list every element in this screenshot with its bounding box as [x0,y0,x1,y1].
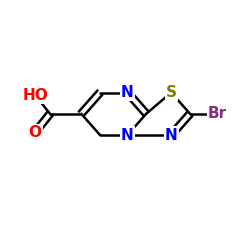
Text: HO: HO [22,88,48,102]
Text: N: N [121,128,134,142]
Text: N: N [121,85,134,100]
Text: S: S [166,85,177,100]
Text: N: N [165,128,177,142]
Text: Br: Br [208,106,227,121]
Text: O: O [28,125,42,140]
